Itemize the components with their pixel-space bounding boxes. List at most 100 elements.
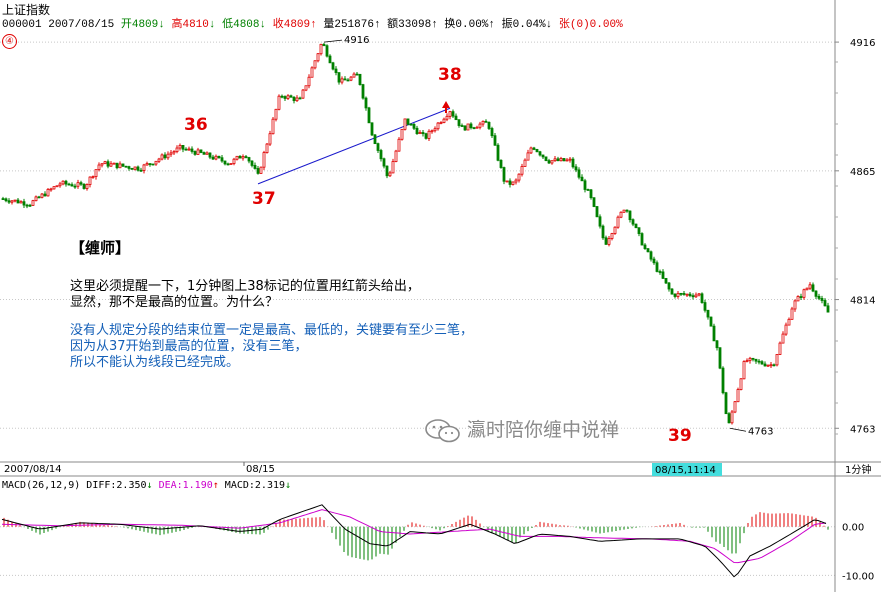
candle-body: [184, 148, 188, 151]
candle-body: [745, 360, 749, 363]
candle-body: [703, 302, 707, 311]
candle-body: [796, 296, 800, 302]
candle-body: [187, 148, 191, 151]
candle-body: [634, 223, 638, 229]
candle-body: [373, 134, 377, 145]
candle-body: [193, 151, 197, 155]
time-label-mid: 08/15: [246, 464, 275, 475]
label-39: 39: [668, 426, 692, 446]
candle-body: [502, 167, 506, 182]
candle-body: [496, 144, 500, 161]
candle-body: [643, 244, 647, 250]
candle-body: [136, 166, 140, 171]
time-label-left: 2007/08/14: [4, 464, 62, 475]
candle-body: [730, 411, 734, 424]
candle-body: [112, 162, 116, 165]
macd-legend-part: MACD(26,12,9): [2, 480, 86, 491]
candle-body: [709, 316, 713, 327]
candle-body: [379, 150, 383, 160]
candle-body: [334, 68, 338, 73]
candle-body: [4, 198, 8, 202]
candle-body: [565, 159, 569, 162]
candle-body: [397, 138, 401, 152]
candle-body: [190, 148, 194, 152]
candle-body: [511, 181, 515, 185]
candle-body: [676, 292, 680, 297]
candle-body: [76, 182, 80, 187]
candle-body: [61, 180, 65, 185]
candle-body: [307, 76, 311, 87]
candle-body: [337, 72, 341, 83]
candle-body: [811, 284, 815, 292]
candle-body: [313, 60, 317, 69]
candle-body: [142, 164, 146, 171]
candle-body: [130, 168, 134, 170]
candle-body: [754, 358, 758, 362]
candle-body: [202, 152, 206, 155]
candle-body: [361, 84, 365, 99]
macd-legend-part: ↓: [285, 480, 291, 491]
note-line-1: 这里必须提醒一下，1分钟图上38标记的位置用红箭头给出，: [70, 279, 420, 294]
candle-body: [472, 127, 476, 130]
candle-body: [253, 165, 257, 169]
candle-body: [442, 118, 446, 123]
segment-line: [257, 107, 451, 185]
candle-body: [799, 296, 803, 298]
candle-body: [688, 293, 692, 297]
candle-body: [607, 238, 611, 245]
label-layer: 36 37 38 39 4916 4763: [184, 35, 773, 446]
candle-body: [772, 364, 776, 367]
candle-body: [421, 132, 425, 135]
candle-body: [448, 111, 452, 117]
candle-body: [385, 165, 389, 177]
candle-body: [394, 150, 398, 162]
candle-body: [85, 184, 89, 189]
label-38: 38: [438, 65, 462, 85]
candle-body: [535, 149, 539, 153]
candle-body: [52, 186, 56, 190]
candle-body: [166, 153, 170, 159]
candle-body: [517, 173, 521, 181]
candle-body: [802, 289, 806, 298]
candle-body: [748, 357, 752, 362]
candle-body: [508, 180, 512, 185]
candle-body: [736, 389, 740, 403]
candle-body: [316, 53, 320, 62]
red-arrow-38: [442, 101, 450, 113]
candle-body: [505, 180, 509, 183]
candle-body: [220, 157, 224, 162]
candle-body: [670, 288, 674, 295]
candle-body: [256, 168, 260, 174]
candle-body: [265, 143, 269, 154]
candle-body: [7, 200, 11, 203]
candle-body: [769, 364, 773, 367]
quote-high: 高4810: [171, 19, 209, 31]
candle-body: [427, 130, 431, 139]
quote-open-arrow: ↓: [158, 19, 165, 31]
candle-body: [223, 160, 227, 165]
candle-body: [556, 158, 560, 162]
candle-body: [151, 163, 155, 166]
candle-body: [559, 158, 563, 162]
dea-line: [1, 509, 827, 564]
candle-body: [94, 169, 98, 177]
candle-body: [436, 122, 440, 130]
candle-body: [610, 233, 614, 239]
candle-body: [46, 188, 50, 197]
candle-body: [661, 271, 665, 279]
candle-body: [25, 204, 29, 207]
candle-body: [382, 158, 386, 167]
candle-body: [487, 121, 491, 129]
index-title: 上证指数: [2, 3, 51, 17]
candle-body: [787, 318, 791, 326]
candle-body: [22, 201, 26, 206]
candle-body: [526, 152, 530, 161]
candle-body: [238, 155, 242, 159]
candle-body: [160, 154, 164, 160]
candle-body: [169, 152, 173, 155]
candle-body: [163, 154, 167, 159]
candle-body: [247, 157, 251, 162]
candle-body: [484, 120, 488, 123]
candle-body: [106, 161, 110, 167]
